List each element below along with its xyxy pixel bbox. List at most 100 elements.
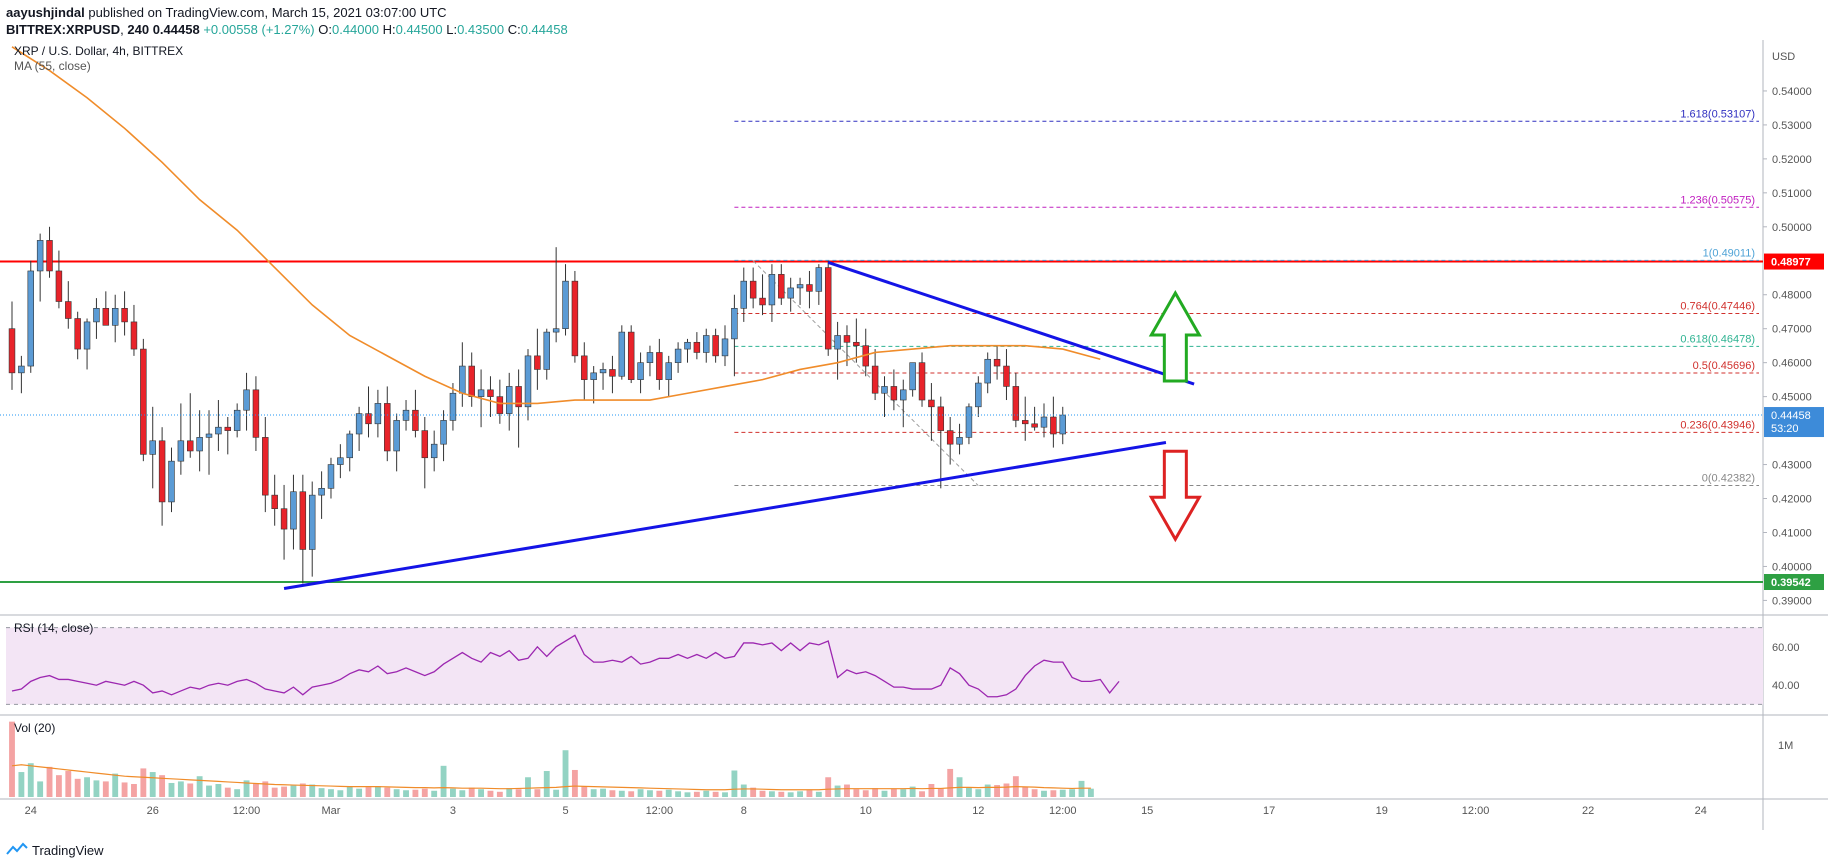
volume-bar xyxy=(131,784,137,797)
volume-bar xyxy=(468,787,475,797)
volume-bar xyxy=(112,773,119,797)
candle-body xyxy=(430,443,438,459)
candle-body xyxy=(928,399,935,408)
candle-body xyxy=(83,321,91,350)
volume-bar xyxy=(562,750,569,797)
volume-bar xyxy=(750,787,757,797)
high-label: H: xyxy=(382,22,396,37)
time-tick-label: 17 xyxy=(1263,805,1275,817)
tradingview-brand[interactable]: TradingView xyxy=(32,842,104,858)
volume-bar xyxy=(290,785,297,797)
lower-trendline xyxy=(283,440,1167,591)
volume-bar xyxy=(628,791,635,797)
volume-tick-label: 1M xyxy=(1778,740,1793,752)
candle-body xyxy=(262,437,269,496)
volume-ma-line xyxy=(11,764,1091,791)
volume-bar xyxy=(140,768,147,797)
low-value: 0.43500 xyxy=(457,22,505,37)
candle-body xyxy=(36,240,44,272)
ma-line xyxy=(11,46,1101,405)
time-tick-label: 19 xyxy=(1376,805,1388,817)
time-tick-label: 12 xyxy=(972,805,984,817)
candle-body xyxy=(271,494,278,510)
time-tick-label: 12:00 xyxy=(1462,805,1490,817)
volume-bar xyxy=(787,792,794,797)
interval: 240 xyxy=(127,22,150,37)
candle-body xyxy=(993,358,1001,367)
candle-body xyxy=(890,386,898,401)
candle-body xyxy=(956,437,963,445)
volume-bar xyxy=(909,786,916,797)
candle-body xyxy=(196,437,203,452)
candle-body xyxy=(984,358,991,384)
candle-body xyxy=(18,365,25,374)
author-name[interactable]: aayushjindal xyxy=(6,5,85,20)
volume-bar xyxy=(656,790,663,797)
rsi-tick-label: 60.00 xyxy=(1772,642,1800,654)
up-arrow-icon xyxy=(1148,290,1202,383)
volume-bar xyxy=(947,768,954,797)
volume-bar xyxy=(806,790,813,797)
candle-body xyxy=(102,308,110,326)
volume-bar xyxy=(844,784,850,797)
candle-body xyxy=(215,426,222,435)
volume-bar xyxy=(346,786,353,797)
candle-body xyxy=(1012,386,1020,421)
volume-bar xyxy=(271,787,278,797)
candle-body xyxy=(637,362,644,380)
candle-body xyxy=(374,403,382,425)
candle-body xyxy=(693,341,701,353)
symbol-name[interactable]: BITTREX:XRPUSD xyxy=(6,22,121,37)
chart-header: aayushjindal published on TradingView.co… xyxy=(6,4,568,38)
time-tick-label: 5 xyxy=(562,805,568,817)
volume-bar xyxy=(919,791,925,797)
volume-bar xyxy=(356,788,363,797)
volume-bar xyxy=(740,784,747,797)
candle-body xyxy=(1031,423,1038,428)
volume-bar xyxy=(609,790,616,797)
candle-body xyxy=(449,392,457,421)
volume-bar xyxy=(459,790,466,797)
last-price-tag xyxy=(1764,407,1824,438)
candle-body xyxy=(187,440,194,452)
candle-body xyxy=(1003,365,1010,387)
candle-body xyxy=(824,267,832,350)
volume-bar xyxy=(712,791,719,797)
price-tick-label: 0.50000 xyxy=(1772,222,1812,234)
candle-body xyxy=(158,440,166,503)
candle-body xyxy=(759,297,766,306)
volume-bar xyxy=(421,788,428,797)
price-tick-label: 0.48000 xyxy=(1772,290,1812,302)
rsi-tick-label: 40.00 xyxy=(1772,680,1800,692)
candle-body xyxy=(975,382,982,408)
volume-bar xyxy=(74,778,81,797)
volume-bar xyxy=(834,785,841,797)
volume-legend: Vol (20) xyxy=(14,721,55,735)
time-tick-label: 15 xyxy=(1141,805,1153,817)
volume-bar xyxy=(1087,788,1094,797)
candle-body xyxy=(205,433,213,438)
volume-bar xyxy=(328,789,334,797)
candle-body xyxy=(1050,416,1057,435)
candle-body xyxy=(937,406,945,431)
volume-bar xyxy=(309,784,316,797)
candle-body xyxy=(121,308,128,323)
volume-bar xyxy=(159,775,166,797)
candle-body xyxy=(806,284,813,292)
volume-bar xyxy=(365,787,372,797)
candle-body xyxy=(468,365,475,397)
volume-bar xyxy=(168,782,175,797)
volume-bar xyxy=(590,789,597,797)
candle-body xyxy=(327,464,335,489)
candle-body xyxy=(787,287,794,299)
candle-body xyxy=(562,280,569,329)
time-tick-label: 12:00 xyxy=(233,805,261,817)
chart-area[interactable]: 0.54000 0.53000 0.52000 0.51000 0.50000 0.480… xyxy=(0,40,1828,840)
publish-line: aayushjindal published on TradingView.co… xyxy=(6,4,568,21)
price-tick-label: 0.43000 xyxy=(1772,460,1812,472)
volume-bar xyxy=(1003,783,1010,797)
time-tick-label: 10 xyxy=(860,805,872,817)
price-tick-label: 0.52000 xyxy=(1772,154,1812,166)
volume-bar xyxy=(647,790,653,797)
tradingview-logo-icon xyxy=(6,842,28,859)
